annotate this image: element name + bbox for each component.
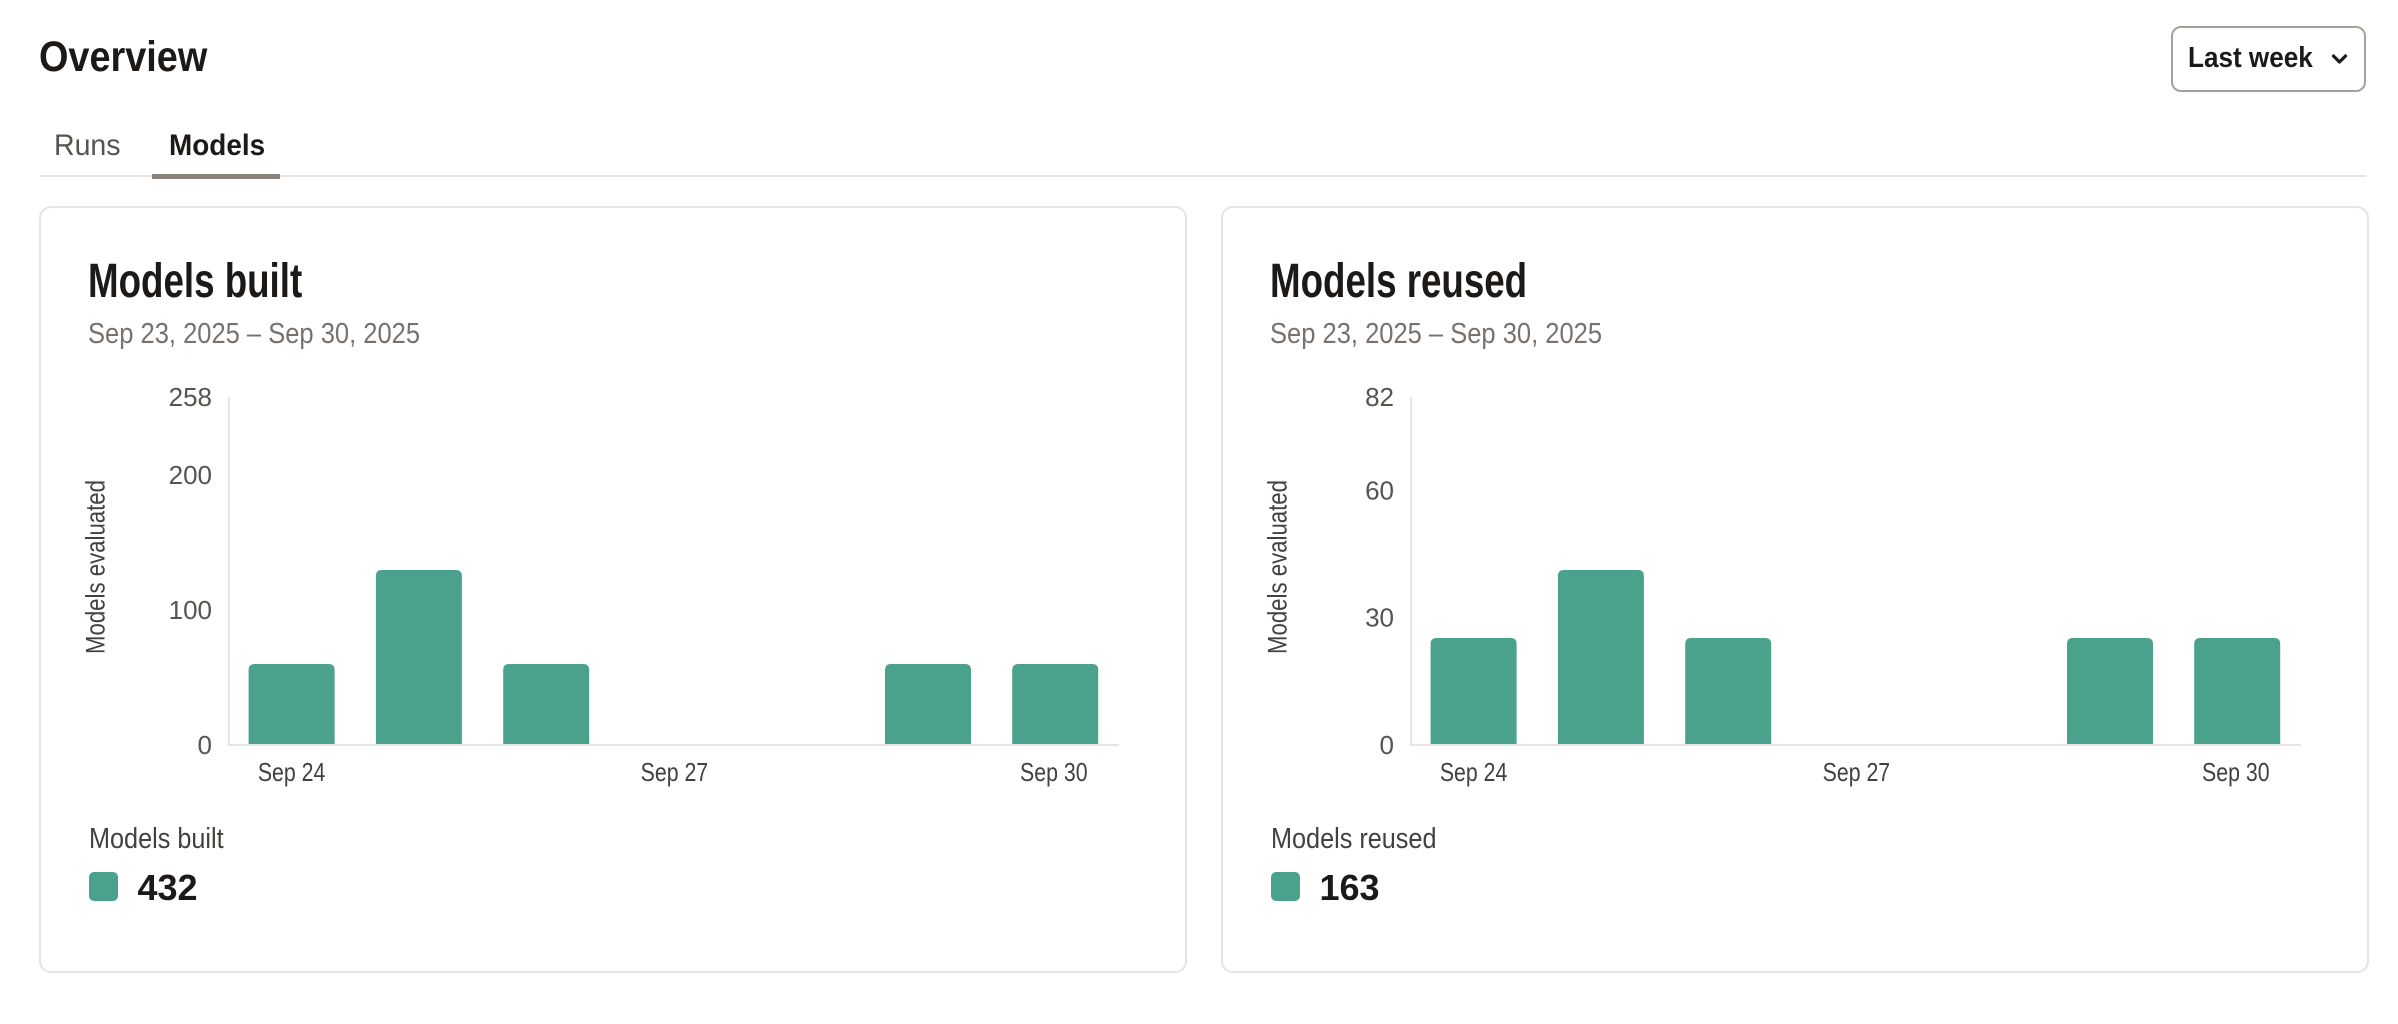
svg-text:60: 60 <box>1365 475 1394 505</box>
svg-text:Sep 24: Sep 24 <box>258 757 326 787</box>
svg-text:100: 100 <box>169 595 212 625</box>
svg-text:Models evaluated: Models evaluated <box>81 480 111 654</box>
svg-text:82: 82 <box>1365 382 1394 412</box>
svg-text:Sep 24: Sep 24 <box>1440 757 1508 787</box>
svg-text:Sep 27: Sep 27 <box>641 757 709 787</box>
svg-text:30: 30 <box>1365 603 1394 633</box>
svg-text:200: 200 <box>169 460 212 490</box>
svg-text:Sep 30: Sep 30 <box>1020 757 1088 787</box>
svg-text:Models evaluated: Models evaluated <box>1263 480 1293 654</box>
svg-text:0: 0 <box>198 730 212 760</box>
svg-text:258: 258 <box>169 382 212 412</box>
svg-text:Sep 27: Sep 27 <box>1823 757 1891 787</box>
svg-text:Sep 30: Sep 30 <box>2202 757 2270 787</box>
svg-text:0: 0 <box>1380 730 1394 760</box>
